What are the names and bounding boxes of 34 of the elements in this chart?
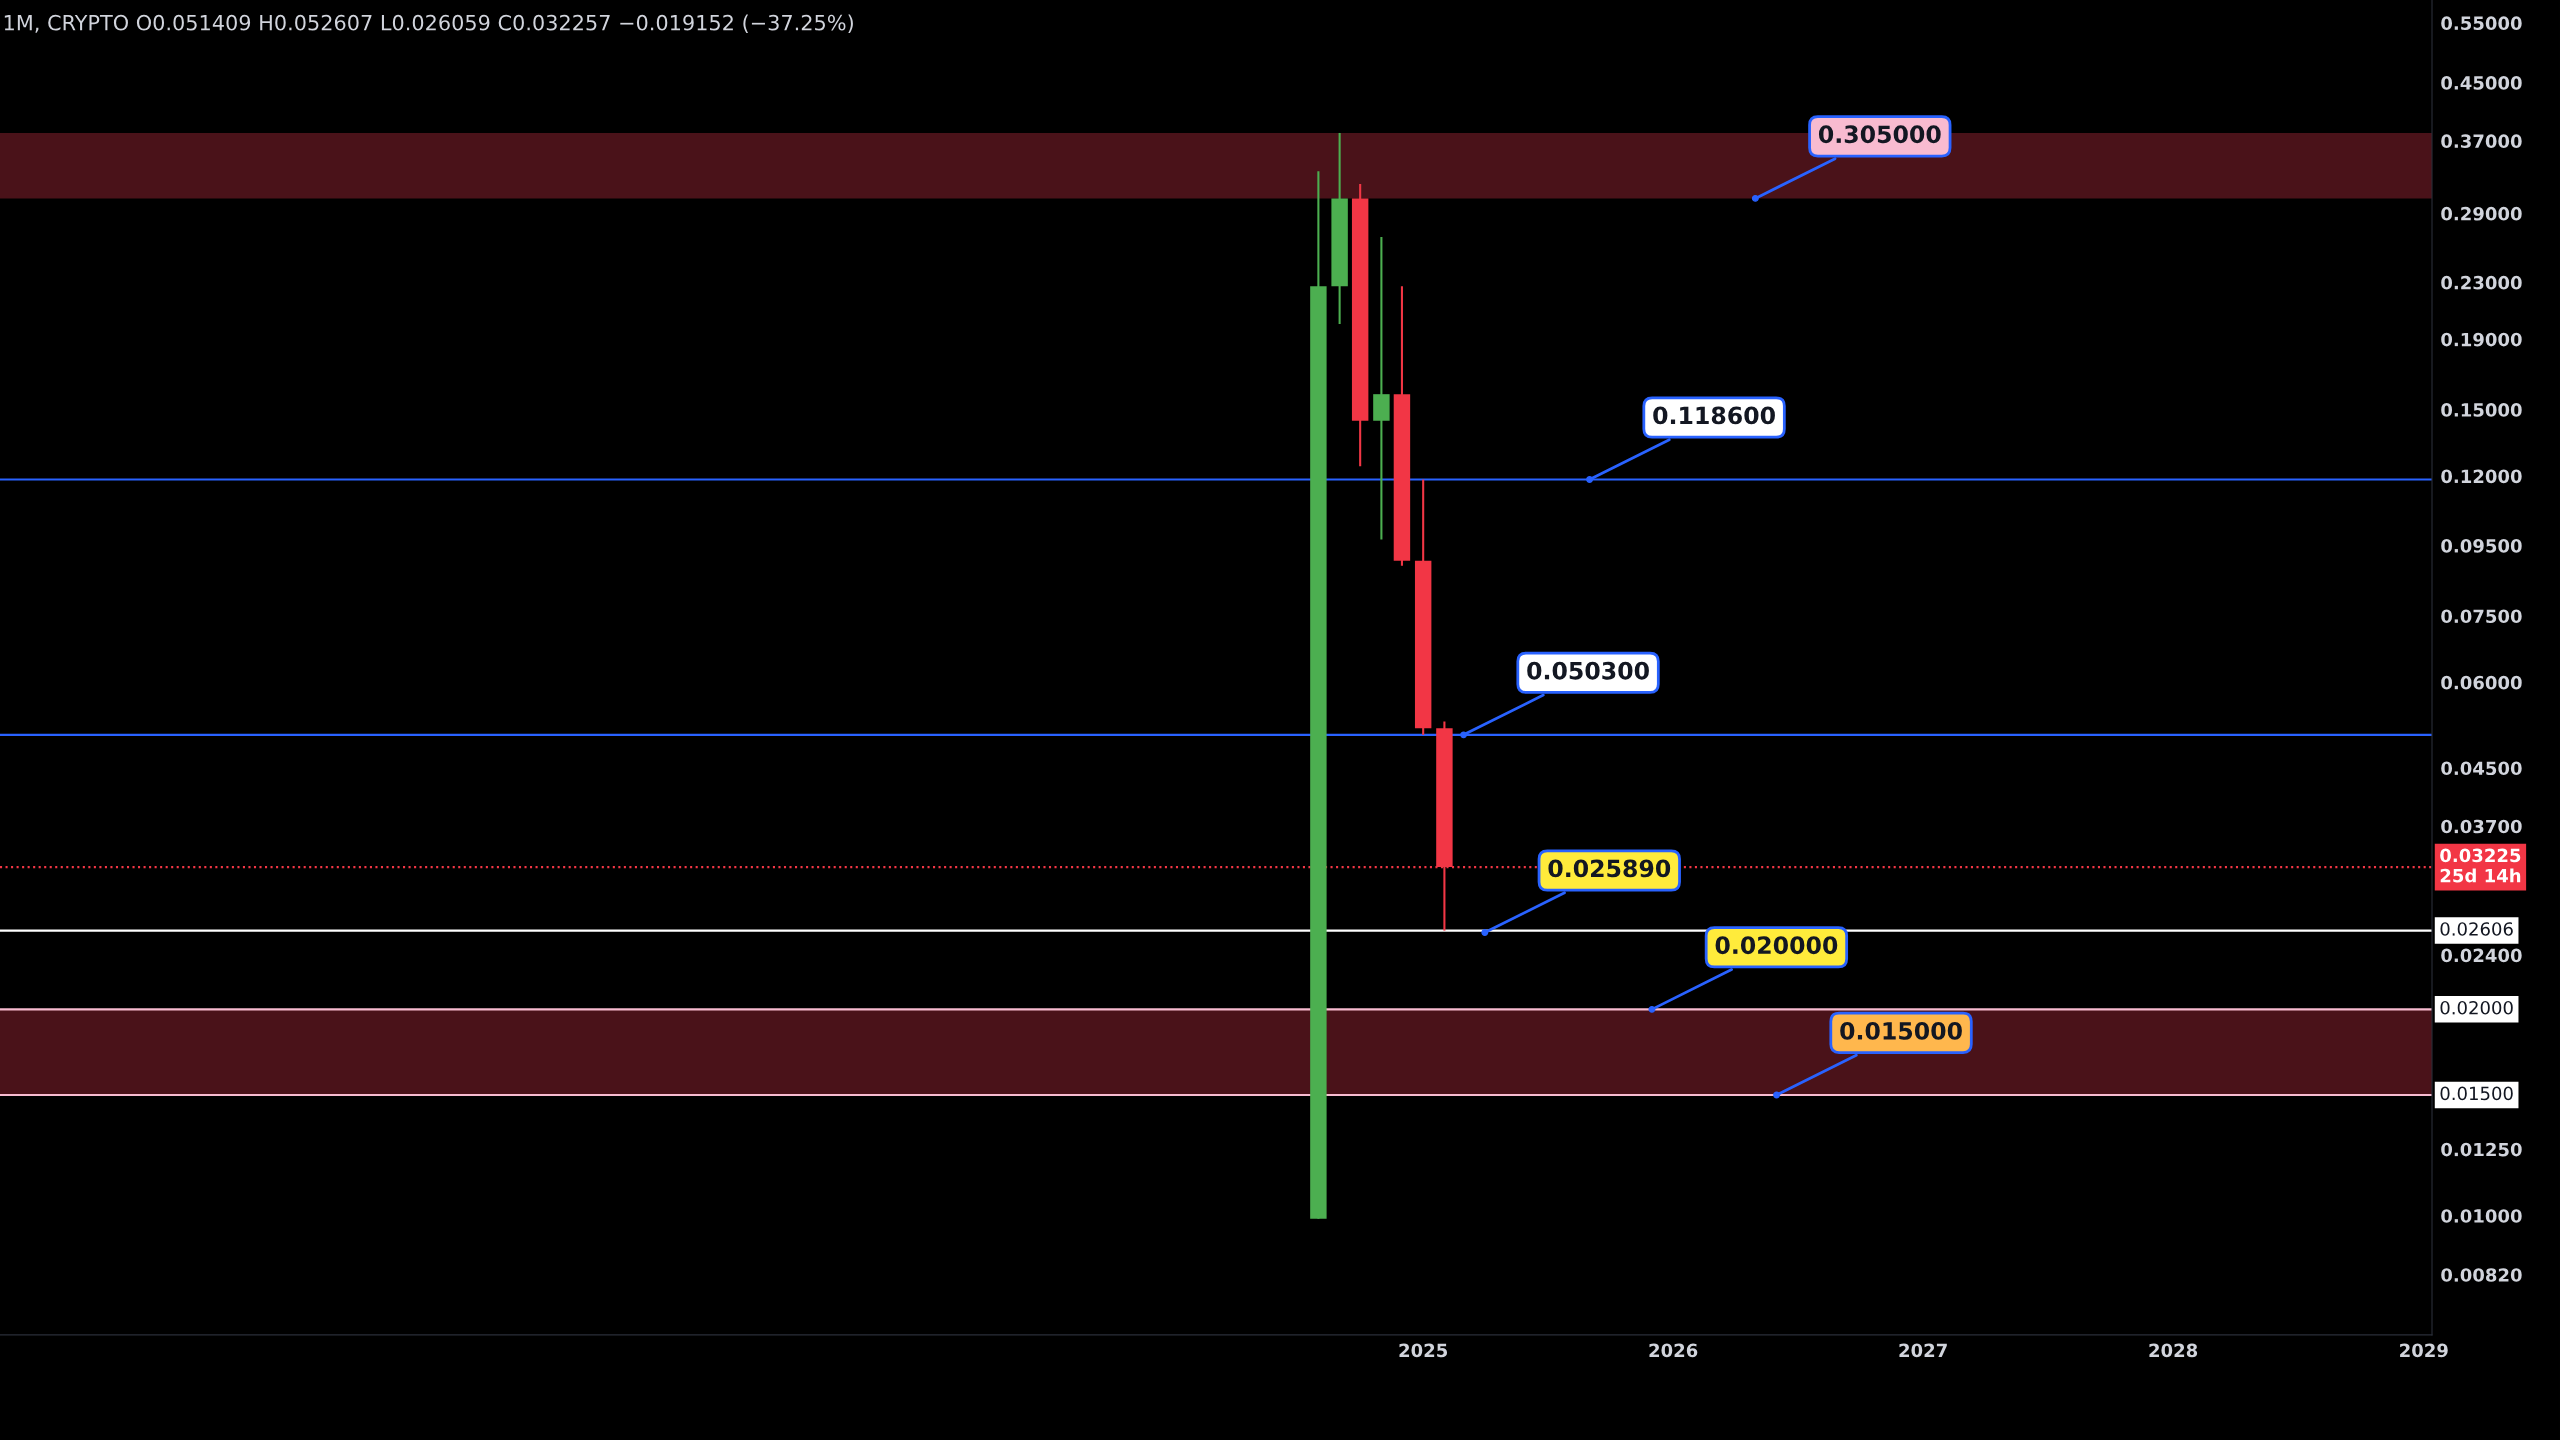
y-tick-label: 0.45000 <box>2441 76 2522 90</box>
y-tick-label: 0.06000 <box>2441 675 2522 690</box>
y-tick-label: 0.29000 <box>2441 206 2522 221</box>
y-tick-label: 0.12000 <box>2441 469 2522 484</box>
y-tick-label: 0.07500 <box>2441 609 2522 624</box>
y-tick-label: 0.01000 <box>2441 1209 2522 1223</box>
annotation: 0.025890 <box>1548 859 1671 878</box>
y-tick-label: 0.15000 <box>2441 403 2522 417</box>
ref-line-label: 0.03225 25d 14h <box>2440 848 2521 883</box>
annotation: 0.118600 <box>1653 406 1775 425</box>
ref-line-label: 0.01500 <box>2440 1086 2513 1101</box>
ref-line-label: 0.02000 <box>2440 1000 2513 1015</box>
y-tick-label: 0.09500 <box>2441 539 2522 553</box>
y-tick-label: 0.04500 <box>2441 761 2522 776</box>
candlestick <box>1373 235 1390 541</box>
x-tick-label: 2028 <box>2149 1343 2198 1358</box>
annotation: 0.015000 <box>1840 1021 1962 1040</box>
annotation: 0.050300 <box>1527 661 1649 680</box>
y-tick-label: 0.00820 <box>2441 1268 2522 1282</box>
x-tick-label: 2025 <box>1399 1343 1448 1358</box>
y-tick-label: 0.19000 <box>2441 332 2522 347</box>
y-tick-label: 0.01250 <box>2441 1142 2522 1157</box>
x-tick-label: 2026 <box>1649 1343 1698 1358</box>
text: 1M, CRYPTO O0.051409 H0.052607 L0.026059 C0.032257 −0.019152 (−37.25%) <box>4 14 853 33</box>
y-tick-label: 0.23000 <box>2441 275 2522 290</box>
y-tick-label: 0.37000 <box>2441 134 2522 149</box>
ref-line-label: 0.02606 <box>2440 922 2513 936</box>
y-tick-label: 0.03700 <box>2441 819 2522 834</box>
annotation: 0.305000 <box>1818 125 1941 144</box>
y-tick-label: 0.55000 <box>2441 16 2522 31</box>
x-tick-label: 2029 <box>2400 1343 2448 1358</box>
annotation: 0.020000 <box>1715 936 1838 955</box>
y-tick-label: 0.02400 <box>2441 948 2522 963</box>
x-tick-label: 2027 <box>1899 1343 1947 1358</box>
